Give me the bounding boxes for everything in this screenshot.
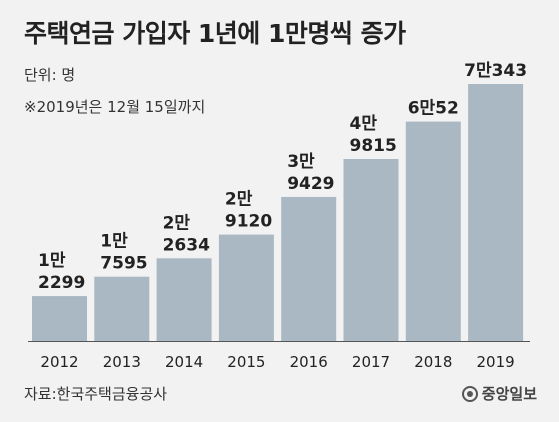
value-label-2015: 9120 xyxy=(225,212,272,232)
value-label-2015: 2만 xyxy=(225,190,253,210)
x-tick-label-2015: 2015 xyxy=(227,353,265,371)
bar-2015 xyxy=(218,234,274,341)
x-tick-label-2012: 2012 xyxy=(40,353,78,371)
value-label-2014: 2만 xyxy=(163,213,191,233)
value-label-2018: 6만52 xyxy=(408,99,459,119)
value-label-2013: 1만 xyxy=(100,232,128,252)
chart-title: 주택연금 가입자 1년에 1만명씩 증가 xyxy=(24,19,406,48)
date-note: ※2019년은 12월 15일까지 xyxy=(24,98,206,116)
bar-2019 xyxy=(468,84,524,341)
value-label-2014: 2634 xyxy=(163,235,210,255)
x-tick-label-2018: 2018 xyxy=(414,353,452,371)
x-tick-label-2019: 2019 xyxy=(477,353,515,371)
value-label-2016: 9429 xyxy=(287,174,334,194)
bar-2013 xyxy=(94,276,150,341)
value-label-2017: 9815 xyxy=(350,136,397,156)
x-tick-label-2013: 2013 xyxy=(103,353,141,371)
unit-label: 단위: 명 xyxy=(24,66,76,84)
x-tick-label-2014: 2014 xyxy=(165,353,203,371)
bar-2018 xyxy=(405,121,461,341)
publisher-logo: 중앙일보 xyxy=(461,383,537,404)
value-label-2019: 7만343 xyxy=(464,61,527,81)
bar-2017 xyxy=(343,158,399,341)
value-label-2012: 2299 xyxy=(38,273,85,293)
value-label-2017: 4만 xyxy=(350,114,378,134)
bar-2012 xyxy=(32,296,87,341)
publisher-name: 중앙일보 xyxy=(481,385,537,403)
value-label-2012: 1만 xyxy=(38,251,66,271)
x-tick-label-2016: 2016 xyxy=(290,353,328,371)
source-label: 자료:한국주택금융공사 xyxy=(24,385,168,403)
bar-2014 xyxy=(156,258,212,341)
publisher-logo-icon xyxy=(461,385,478,402)
x-tick-label-2017: 2017 xyxy=(352,353,390,371)
value-label-2016: 3만 xyxy=(287,152,315,172)
bar-2016 xyxy=(281,196,337,341)
value-label-2013: 7595 xyxy=(100,254,147,274)
